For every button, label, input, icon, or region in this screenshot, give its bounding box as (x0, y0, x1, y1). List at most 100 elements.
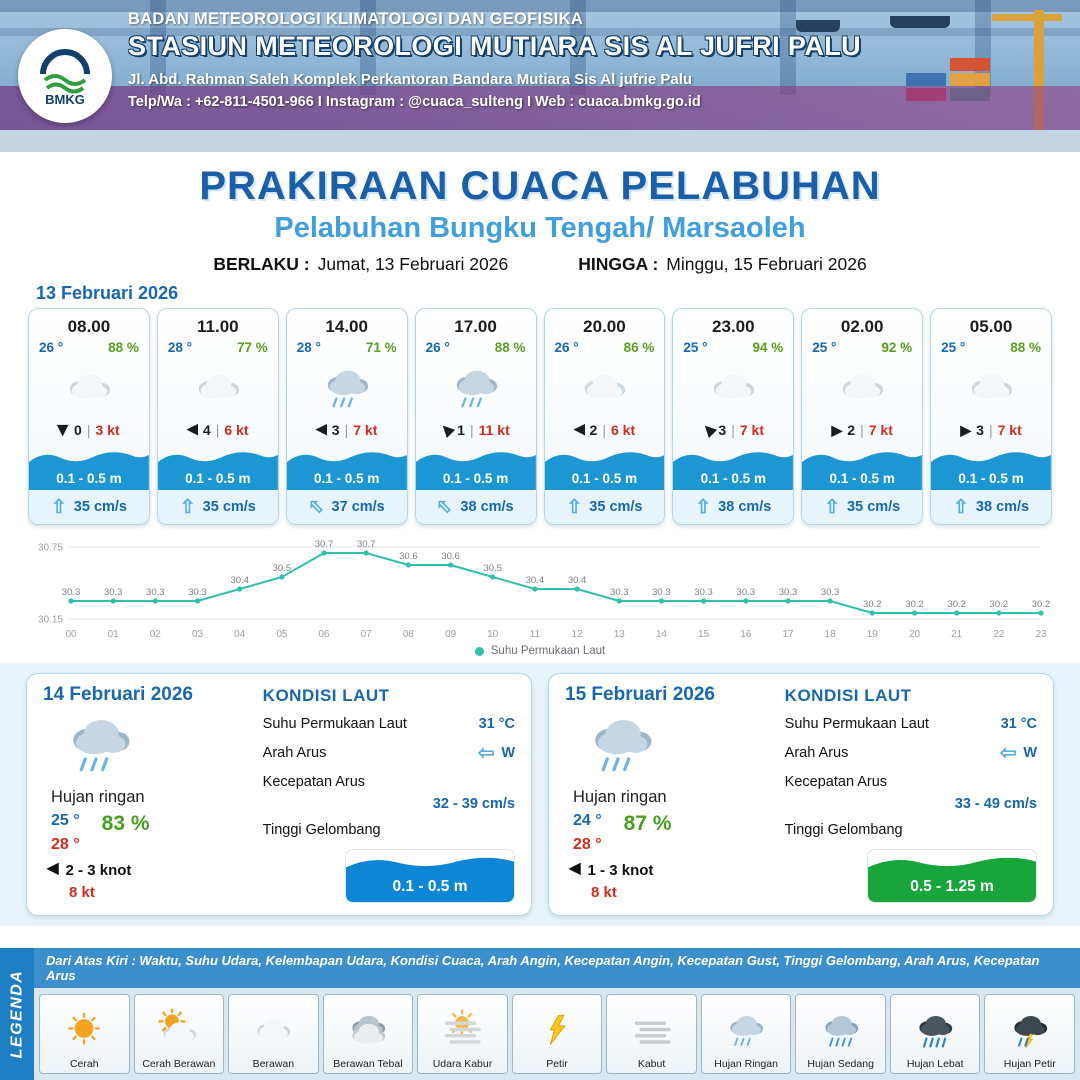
svg-text:30.3: 30.3 (737, 587, 756, 598)
wind-gust-value: 3 (718, 422, 727, 438)
legend-item: Petir (511, 994, 603, 1074)
svg-text:16: 16 (740, 629, 752, 640)
hourly-humidity: 88 % (1010, 340, 1041, 355)
svg-text:30.2: 30.2 (1032, 599, 1051, 610)
hourly-time: 02.00 (840, 317, 884, 336)
daily-wind-knot: 1 - 3 knot (587, 861, 654, 879)
hourly-temperature: 25 ° (941, 340, 966, 355)
sst-chart: 30.75 30.15 30.3 00 30.3 01 30.3 02 30.3 03 30.4 04… (38, 539, 1051, 640)
wind-gust-value: 2 (847, 422, 856, 438)
svg-text:20: 20 (909, 629, 921, 640)
svg-text:30.3: 30.3 (610, 587, 629, 598)
ship-silhouette (796, 20, 840, 32)
current-speed-label: Kecepatan Arus (262, 774, 366, 790)
current-speed-value: 35 cm/s (202, 499, 256, 515)
svg-text:21: 21 (951, 629, 963, 640)
hourly-temperature: 25 ° (812, 340, 837, 355)
hourly-temperature: 26 ° (425, 340, 450, 355)
daily-wind: ▶ 1 - 3 knot (569, 861, 773, 879)
valid-from-value: Jumat, 13 Februari 2026 (317, 254, 509, 274)
weather-icon-kabut (627, 999, 677, 1058)
legend-item-label: Hujan Sedang (807, 1058, 874, 1070)
svg-text:30.3: 30.3 (62, 587, 81, 598)
legend-item: Cerah (39, 994, 130, 1074)
hourly-humidity: 86 % (623, 340, 655, 355)
svg-text:05: 05 (276, 629, 288, 640)
wave-height-band: 0.1 - 0.5 m (802, 446, 923, 490)
current-speed-value: 37 cm/s (331, 499, 385, 515)
current-speed-value: 38 cm/s (718, 499, 772, 515)
temp-humidity-row: 26 ° 86 % (545, 337, 665, 355)
current-direction: W (1023, 745, 1037, 761)
current-speed-value-row: 33 - 49 cm/s (785, 796, 1037, 812)
current-row: ⇧ 38 cm/s (415, 490, 536, 524)
svg-text:12: 12 (572, 629, 584, 640)
legend-main: Dari Atas Kiri : Waktu, Suhu Udara, Kele… (34, 948, 1080, 1080)
legend-item-label: Hujan Petir (1003, 1058, 1056, 1070)
station-address: Jl. Abd. Rahman Saleh Komplek Perkantora… (128, 71, 693, 88)
wind-gust-value: 3 (331, 422, 340, 438)
svg-text:18: 18 (825, 629, 837, 640)
current-direction-arrow-icon: ⇧ (824, 496, 841, 518)
current-row: ⇧ 35 cm/s (157, 490, 278, 524)
svg-text:30.6: 30.6 (399, 551, 418, 562)
hourly-forecast-card: 20.00 26 ° 86 % ▶ 2 | 6 kt 0.1 - 0.5 m (543, 308, 666, 525)
svg-text:10: 10 (487, 629, 499, 640)
legend-item-label: Kabut (637, 1058, 666, 1070)
svg-text:30.2: 30.2 (863, 599, 882, 610)
sea-conditions-title: KONDISI LAUT (784, 686, 912, 705)
wind-direction-arrow-icon: ▶ (47, 861, 59, 878)
hourly-time: 20.00 (583, 317, 626, 336)
wave-height-value: 0.1 - 0.5 m (442, 471, 509, 486)
svg-text:23: 23 (1035, 629, 1047, 640)
svg-text:30.3: 30.3 (694, 587, 713, 598)
hourly-temperature: 26 ° (39, 340, 64, 355)
current-direction-arrow-icon: ⇧ (179, 496, 196, 518)
sea-conditions-column: KONDISI LAUT Suhu Permukaan Laut 31 °C A… (263, 684, 515, 903)
svg-text:00: 00 (65, 629, 77, 640)
current-direction-arrow-icon: ⇧ (475, 744, 498, 762)
weather-icon-hujan-ringan (287, 355, 407, 417)
wave-height-value: 0.1 - 0.5 m (700, 471, 766, 486)
divider: | (215, 422, 220, 438)
wind-direction-arrow-icon: ▶ (960, 421, 972, 438)
wave-height-value: 0.1 - 0.5 m (185, 471, 251, 486)
svg-text:30.6: 30.6 (441, 551, 460, 562)
daily-temps: 24 ° 28 ° 87 % (573, 812, 773, 854)
hourly-temperature: 26 ° (554, 340, 579, 355)
current-direction-arrow-icon: ⇧ (952, 496, 969, 518)
wind-direction-arrow-icon: ▶ (436, 420, 456, 440)
temp-column: 24 ° 28 ° (573, 812, 602, 854)
current-row: ⇧ 38 cm/s (931, 490, 1051, 524)
hourly-wind-row: ▶ 3 | 7 kt (287, 417, 407, 443)
cargo-container (950, 73, 990, 86)
svg-text:07: 07 (361, 629, 373, 640)
weather-icon-hujan-sedang (816, 999, 866, 1058)
svg-text:30.3: 30.3 (104, 587, 123, 598)
daily-condition: Hujan ringan (573, 788, 667, 806)
current-direction-value: ⇧ W (475, 743, 515, 763)
wave-shape-icon (286, 452, 407, 490)
svg-text:30.4: 30.4 (526, 575, 545, 586)
hourly-humidity: 88 % (494, 340, 526, 355)
legend-dot-icon (474, 646, 484, 656)
svg-text:04: 04 (234, 629, 246, 640)
wave-height-label: Tinggi Gelombang (262, 822, 381, 838)
legend-item-label: Cerah Berawan (142, 1058, 216, 1070)
hourly-wind-row: ▶ 3 | 7 kt (673, 417, 793, 443)
hourly-forecast-card: 05.00 25 ° 88 % ▶ 3 | 7 kt 0.1 - 0.5 m (930, 308, 1052, 525)
legend-item-label: Hujan Lebat (906, 1058, 964, 1070)
chart-legend-label: Suhu Permukaan Laut (490, 645, 606, 657)
daily-forecast-section: 14 Februari 2026 Hujan ringan 25 ° 28 ° … (0, 663, 1080, 926)
hourly-humidity: 88 % (108, 340, 139, 355)
temp-min: 24 ° (573, 812, 602, 829)
daily-wind-knot: 2 - 3 knot (65, 861, 132, 879)
daily-humidity: 87 % (623, 812, 672, 835)
wind-speed-value: 7 kt (739, 422, 764, 438)
legend-item: Hujan Ringan (700, 994, 792, 1074)
hourly-temperature: 28 ° (296, 340, 321, 355)
weather-icon-berawan (545, 355, 665, 417)
legend-item: Hujan Sedang (795, 994, 886, 1074)
harbor-beam (570, 0, 586, 95)
weather-icon-hujan-ringan (721, 999, 771, 1058)
